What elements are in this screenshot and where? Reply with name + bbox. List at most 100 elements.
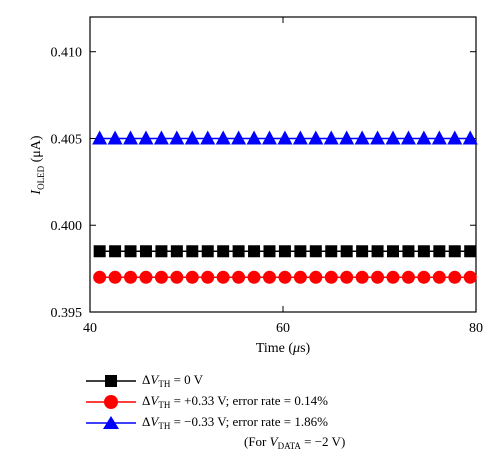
legend-label-1: ΔVTH = +0.33 V; error rate = 0.14%	[142, 393, 328, 410]
data-point-circle	[324, 270, 338, 284]
data-point-circle	[170, 270, 184, 284]
data-marks	[92, 130, 478, 284]
data-point-triangle	[339, 130, 355, 145]
data-point-triangle	[261, 130, 277, 145]
data-point-square	[402, 245, 415, 258]
data-point-triangle	[184, 130, 200, 145]
chart-svg: 0.395 0.400 0.405 0.410 40 60 80 Time (μs) IOL…	[29, 16, 483, 356]
data-point-triangle	[292, 130, 308, 145]
data-point-circle	[401, 270, 415, 284]
data-point-circle	[201, 270, 215, 284]
data-voltage-note: (For VDATA = −2 V)	[244, 434, 346, 451]
data-point-square	[124, 245, 137, 258]
data-point-triangle	[123, 130, 139, 145]
data-point-circle	[185, 270, 199, 284]
data-point-circle	[93, 270, 107, 284]
data-point-square	[232, 245, 245, 258]
data-point-circle	[432, 270, 446, 284]
data-point-square	[371, 245, 384, 258]
data-point-circle	[417, 270, 431, 284]
plot-frame	[89, 16, 477, 313]
data-point-square	[448, 245, 461, 258]
x-tick-label: 80	[469, 321, 483, 336]
data-point-triangle	[431, 130, 447, 145]
data-point-square	[155, 245, 168, 258]
data-point-square	[139, 245, 152, 258]
data-point-triangle	[200, 130, 216, 145]
legend: ΔVTH = 0 V ΔVTH = +0.33 V; error rate = …	[86, 370, 486, 433]
data-point-triangle	[231, 130, 247, 145]
legend-item-0: ΔVTH = 0 V	[86, 370, 486, 391]
data-point-triangle	[354, 130, 370, 145]
y-tick-label: 0.400	[51, 219, 83, 234]
data-point-triangle	[308, 130, 324, 145]
data-point-circle	[278, 270, 292, 284]
data-point-circle	[262, 270, 276, 284]
data-point-square	[263, 245, 276, 258]
y-tick-label: 0.405	[51, 132, 83, 147]
data-point-square	[278, 245, 291, 258]
data-point-triangle	[416, 130, 432, 145]
data-point-circle	[216, 270, 230, 284]
series-triangle	[92, 130, 478, 145]
data-point-circle	[355, 270, 369, 284]
legend-triangle-icon	[86, 415, 136, 429]
data-point-triangle	[400, 130, 416, 145]
data-point-square	[170, 245, 183, 258]
data-point-circle	[371, 270, 385, 284]
data-point-square	[387, 245, 400, 258]
data-point-square	[201, 245, 214, 258]
series-circle	[93, 270, 477, 284]
data-point-circle	[463, 270, 477, 284]
data-point-circle	[309, 270, 323, 284]
data-point-triangle	[447, 130, 463, 145]
data-point-triangle	[153, 130, 169, 145]
data-point-triangle	[277, 130, 293, 145]
legend-square-icon	[86, 374, 136, 387]
data-point-triangle	[107, 130, 123, 145]
data-point-circle	[340, 270, 354, 284]
data-point-triangle	[323, 130, 339, 145]
data-point-circle	[386, 270, 400, 284]
data-point-square	[294, 245, 307, 258]
data-point-triangle	[385, 130, 401, 145]
data-point-square	[109, 245, 122, 258]
data-point-square	[433, 245, 446, 258]
data-point-triangle	[462, 130, 478, 145]
legend-label-2: ΔVTH = −0.33 V; error rate = 1.86%	[142, 414, 328, 431]
data-point-square	[186, 245, 199, 258]
data-point-circle	[448, 270, 462, 284]
data-point-circle	[139, 270, 153, 284]
legend-label-0: ΔVTH = 0 V	[142, 372, 204, 389]
series-square	[93, 245, 477, 258]
data-point-circle	[108, 270, 122, 284]
legend-item-2: ΔVTH = −0.33 V; error rate = 1.86%	[86, 412, 486, 433]
data-point-circle	[293, 270, 307, 284]
data-point-triangle	[169, 130, 185, 145]
x-tick-label: 40	[83, 321, 97, 336]
y-tick-label: 0.410	[51, 46, 83, 61]
data-point-triangle	[138, 130, 154, 145]
axes-ticks: 0.395 0.400 0.405 0.410 40 60 80	[51, 17, 483, 336]
data-point-square	[309, 245, 322, 258]
data-point-square	[340, 245, 353, 258]
data-point-circle	[247, 270, 261, 284]
data-point-square	[464, 245, 477, 258]
data-point-square	[356, 245, 369, 258]
data-point-square	[325, 245, 338, 258]
legend-circle-icon	[86, 394, 136, 409]
x-tick-label: 60	[276, 321, 290, 336]
data-point-triangle	[215, 130, 231, 145]
y-axis-title: IOLED (μA)	[29, 135, 46, 195]
data-point-square	[217, 245, 230, 258]
data-point-triangle	[246, 130, 262, 145]
x-axis-title: Time (μs)	[256, 341, 311, 356]
data-point-square	[93, 245, 106, 258]
legend-item-1: ΔVTH = +0.33 V; error rate = 0.14%	[86, 391, 486, 412]
data-point-circle	[124, 270, 138, 284]
data-point-square	[248, 245, 261, 258]
data-point-square	[417, 245, 430, 258]
y-tick-label: 0.395	[51, 306, 83, 321]
data-point-triangle	[370, 130, 386, 145]
data-point-circle	[232, 270, 246, 284]
